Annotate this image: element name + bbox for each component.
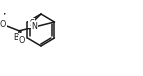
Text: O: O bbox=[0, 20, 6, 29]
Text: S: S bbox=[29, 18, 34, 28]
Text: Br: Br bbox=[13, 34, 22, 42]
Text: N: N bbox=[31, 22, 37, 31]
Text: O: O bbox=[19, 36, 25, 45]
